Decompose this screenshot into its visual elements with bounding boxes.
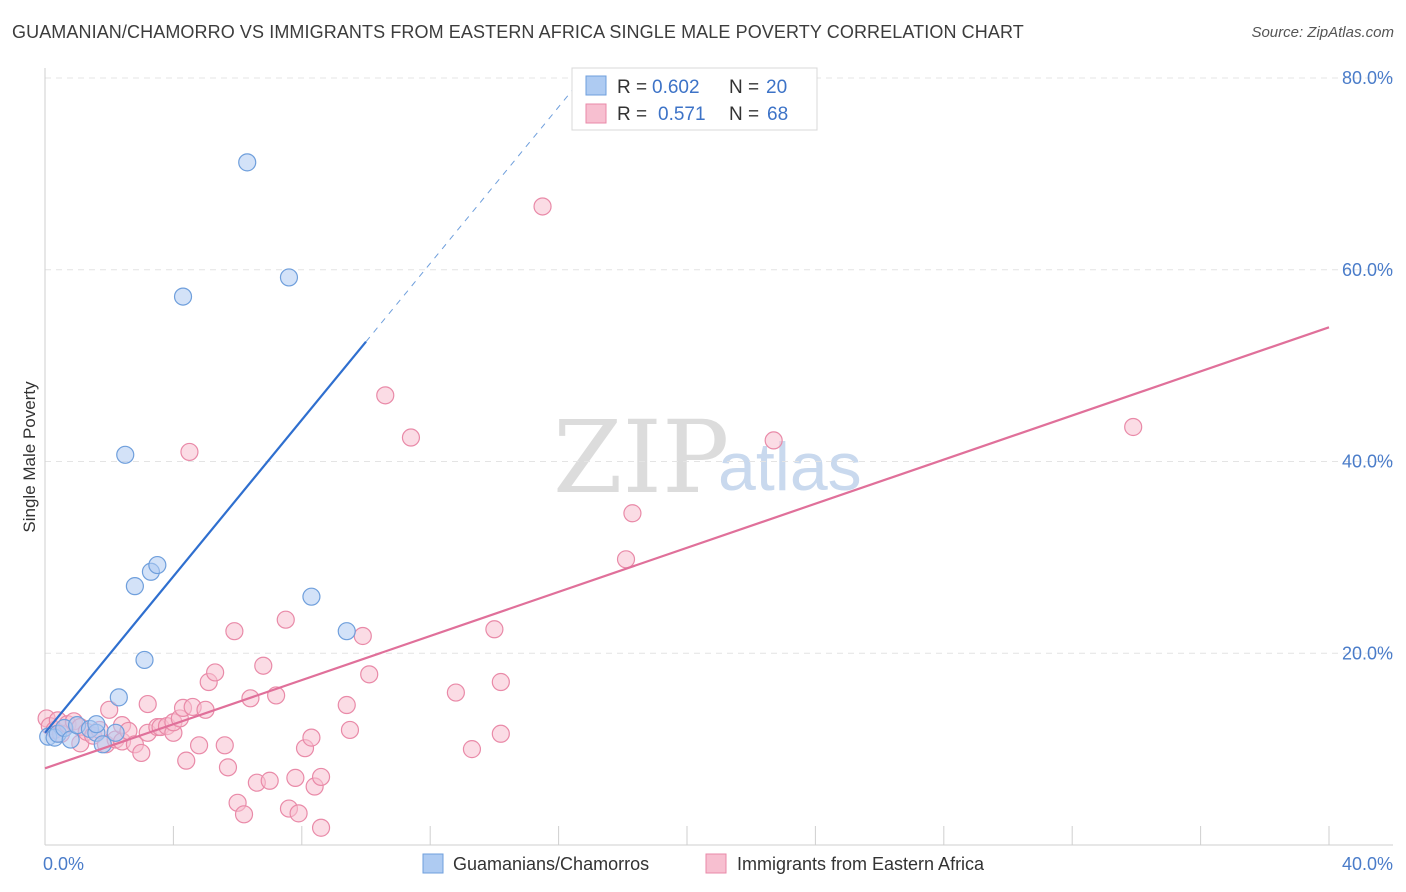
stats-n-value-1: 20 bbox=[766, 77, 787, 98]
eastern-africa-point-46 bbox=[276, 610, 295, 629]
guamanian-point-18 bbox=[238, 153, 257, 172]
guamanian-point-13 bbox=[125, 577, 144, 596]
chart-source: Source: ZipAtlas.com bbox=[1251, 24, 1394, 41]
eastern-africa-point-65 bbox=[491, 724, 510, 743]
eastern-africa-point-37 bbox=[218, 758, 238, 777]
stats-r-value-1: 0.602 bbox=[652, 77, 700, 98]
y-tick-label-80: 80.0% bbox=[1342, 68, 1393, 88]
legend-label-eastern-africa: Immigrants from Eastern Africa bbox=[737, 854, 985, 874]
trend-line-guamanian bbox=[44, 340, 367, 734]
y-axis-title: Single Male Poverty bbox=[20, 381, 39, 533]
eastern-africa-point-51 bbox=[302, 728, 321, 747]
series-guamanian-points bbox=[39, 153, 356, 754]
guamanian-point-9 bbox=[87, 715, 106, 734]
guamanian-point-12 bbox=[116, 445, 135, 464]
eastern-africa-point-59 bbox=[376, 386, 395, 405]
eastern-africa-point-56 bbox=[340, 720, 360, 740]
eastern-africa-point-30 bbox=[180, 442, 199, 462]
eastern-africa-point-35 bbox=[206, 663, 225, 682]
x-tick-label-min: 0.0% bbox=[43, 854, 84, 874]
eastern-africa-point-67 bbox=[616, 550, 636, 569]
chart-title: GUAMANIAN/CHAMORRO VS IMMIGRANTS FROM EA… bbox=[12, 22, 1024, 42]
guamanian-point-8 bbox=[93, 735, 112, 754]
stats-box-frame bbox=[571, 67, 818, 131]
eastern-africa-point-19 bbox=[132, 743, 151, 763]
eastern-africa-point-63 bbox=[485, 620, 504, 639]
guamanian-point-11 bbox=[109, 688, 128, 707]
trend-line-eastern-africa bbox=[44, 326, 1330, 770]
eastern-africa-point-49 bbox=[289, 804, 308, 823]
eastern-africa-point-13 bbox=[100, 700, 119, 719]
series-eastern-africa-points bbox=[37, 197, 1143, 837]
eastern-africa-point-66 bbox=[533, 197, 552, 216]
stats-n-value-2: 68 bbox=[767, 104, 788, 125]
eastern-africa-point-69 bbox=[764, 431, 783, 450]
eastern-africa-point-21 bbox=[138, 694, 157, 714]
eastern-africa-point-36 bbox=[215, 736, 234, 755]
eastern-africa-point-60 bbox=[401, 428, 421, 447]
watermark-atlas: atlas bbox=[718, 429, 862, 505]
legend-swatch-eastern-africa bbox=[705, 853, 727, 874]
x-tick-label-max: 40.0% bbox=[1342, 854, 1393, 874]
stats-swatch-pink bbox=[585, 103, 607, 124]
eastern-africa-point-29 bbox=[177, 751, 196, 770]
stats-r-label-2: R = bbox=[617, 104, 647, 125]
legend: Guamanians/Chamorros Immigrants from Eas… bbox=[422, 853, 985, 874]
watermark-zip: ZIP bbox=[553, 399, 729, 516]
stats-box: R = 0.602 N = 20 R = 0.571 N = 68 bbox=[571, 67, 818, 131]
eastern-africa-point-44 bbox=[260, 771, 279, 790]
watermark: ZIP atlas bbox=[553, 399, 862, 516]
eastern-africa-point-62 bbox=[462, 740, 482, 759]
stats-n-label-1: N = bbox=[729, 77, 759, 98]
eastern-africa-point-55 bbox=[337, 695, 356, 715]
guamanian-point-10 bbox=[106, 723, 125, 742]
guamanian-point-17 bbox=[173, 287, 193, 306]
legend-swatch-guamanians bbox=[422, 853, 444, 874]
y-tick-label-40: 40.0% bbox=[1342, 452, 1393, 472]
eastern-africa-point-32 bbox=[189, 736, 209, 755]
eastern-africa-point-64 bbox=[491, 672, 510, 692]
eastern-africa-point-54 bbox=[311, 818, 331, 837]
eastern-africa-point-40 bbox=[234, 805, 254, 824]
stats-r-value-2: 0.571 bbox=[658, 104, 706, 125]
y-tick-labels: 20.0% 40.0% 60.0% 80.0% bbox=[1342, 68, 1393, 663]
eastern-africa-point-38 bbox=[225, 622, 244, 641]
y-tick-label-20: 20.0% bbox=[1342, 643, 1393, 663]
eastern-africa-point-53 bbox=[311, 767, 331, 787]
eastern-africa-point-70 bbox=[1124, 417, 1143, 437]
trend-lines bbox=[44, 87, 1330, 770]
legend-label-guamanians: Guamanians/Chamorros bbox=[453, 854, 649, 874]
eastern-africa-point-57 bbox=[353, 626, 372, 646]
eastern-africa-point-68 bbox=[623, 504, 642, 523]
guamanian-point-20 bbox=[302, 587, 321, 606]
stats-n-label-2: N = bbox=[729, 104, 759, 125]
x-axis-ticks bbox=[44, 826, 1330, 845]
eastern-africa-point-48 bbox=[286, 768, 305, 787]
guamanian-point-14 bbox=[135, 650, 154, 670]
eastern-africa-point-58 bbox=[360, 665, 379, 684]
stats-r-label-1: R = bbox=[617, 77, 647, 98]
guamanian-point-21 bbox=[337, 622, 356, 641]
guamanian-point-16 bbox=[148, 555, 167, 575]
eastern-africa-point-43 bbox=[254, 656, 273, 675]
guamanian-point-19 bbox=[279, 268, 299, 287]
eastern-africa-point-61 bbox=[446, 683, 465, 702]
stats-swatch-blue bbox=[585, 75, 607, 96]
y-tick-label-60: 60.0% bbox=[1342, 260, 1393, 280]
